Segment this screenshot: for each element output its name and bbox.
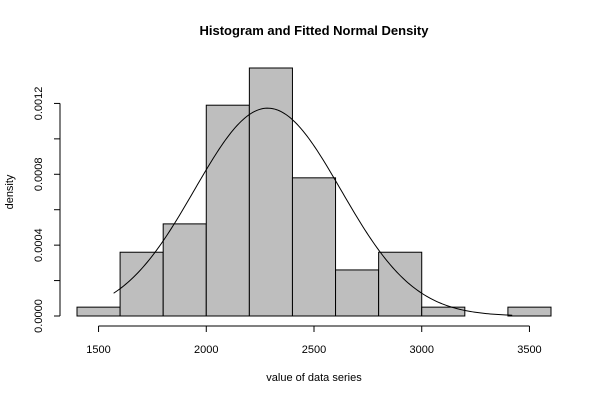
histogram-bar-1 bbox=[119, 251, 164, 317]
x-tick-label-2500: 2500 bbox=[302, 344, 326, 356]
histogram-bars bbox=[76, 67, 552, 317]
x-tick-label-2000: 2000 bbox=[194, 344, 218, 356]
x-axis: 1500 2000 2500 3000 3500 bbox=[86, 325, 542, 356]
y-tick-label-2: 0.0004 bbox=[33, 228, 45, 262]
x-tick-label-3000: 3000 bbox=[409, 344, 433, 356]
histogram-bar-7 bbox=[378, 251, 423, 317]
histogram-bar-3 bbox=[205, 104, 250, 317]
x-tick-label-3500: 3500 bbox=[517, 344, 541, 356]
histogram-bar-0 bbox=[76, 306, 121, 317]
histogram-bar-10 bbox=[507, 306, 552, 317]
histogram-bar-6 bbox=[335, 269, 380, 317]
x-axis-label: value of data series bbox=[266, 372, 362, 384]
histogram-bar-5 bbox=[291, 177, 337, 317]
fitted-normal-density-curve bbox=[113, 107, 513, 316]
histogram-bar-8 bbox=[421, 306, 466, 317]
chart-title: Histogram and Fitted Normal Density bbox=[200, 23, 430, 38]
y-tick-label-6: 0.0012 bbox=[33, 87, 45, 121]
y-axis: 0.0000 0.0004 0.0008 0.0012 bbox=[33, 87, 61, 333]
y-tick-label-4: 0.0008 bbox=[33, 157, 45, 191]
histogram-bar-4 bbox=[248, 67, 293, 317]
y-tick-label-0: 0.0000 bbox=[33, 299, 45, 333]
y-axis-label: density bbox=[4, 174, 16, 209]
histogram-bar-2 bbox=[162, 223, 207, 317]
x-tick-label-1500: 1500 bbox=[86, 344, 110, 356]
